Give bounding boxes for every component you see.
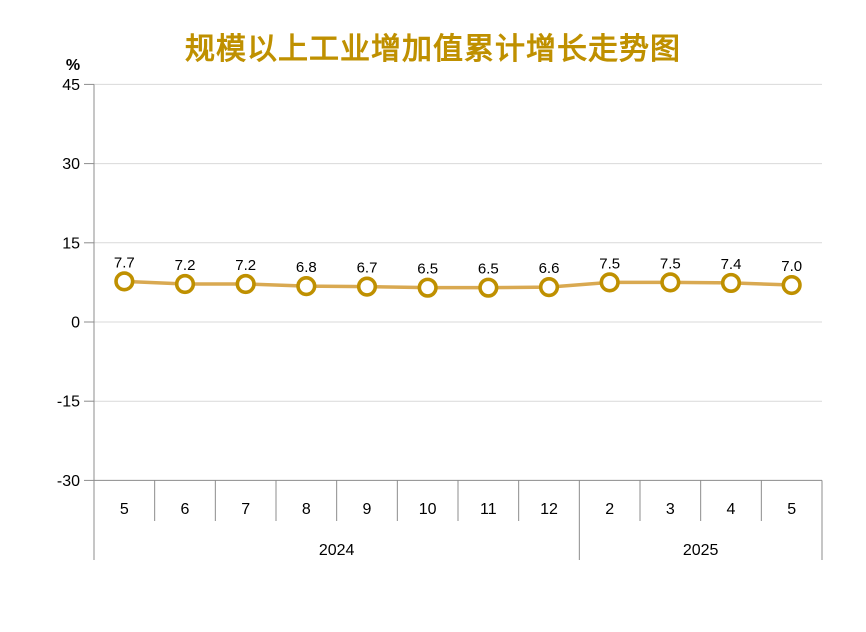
data-point-label: 7.5	[660, 255, 681, 272]
data-point-marker	[720, 272, 742, 294]
data-point-marker	[660, 272, 681, 293]
data-point-label: 6.5	[417, 261, 438, 278]
y-tick-label: -30	[57, 473, 80, 490]
data-point-marker	[599, 272, 620, 293]
data-point-label: 7.5	[599, 255, 620, 272]
data-point-marker	[478, 277, 499, 298]
month-label: 10	[419, 501, 437, 518]
data-point-label: 7.2	[175, 257, 196, 274]
data-point-marker	[114, 271, 135, 292]
y-tick-label: -15	[57, 394, 80, 411]
data-point-marker	[235, 273, 256, 295]
data-point-label: 7.4	[721, 256, 742, 273]
data-point-marker	[174, 273, 196, 295]
month-label: 6	[181, 501, 190, 518]
data-point-label: 6.5	[478, 261, 499, 278]
month-label: 3	[666, 501, 675, 518]
data-point-label: 6.7	[357, 260, 378, 277]
month-label: 8	[302, 501, 311, 518]
month-label: 12	[540, 501, 558, 518]
data-point-marker	[781, 274, 802, 296]
y-tick-label: 45	[62, 77, 80, 94]
data-point-label: 7.2	[235, 257, 256, 274]
year-label: 2024	[319, 542, 355, 559]
month-label: 7	[241, 501, 250, 518]
data-point-label: 7.7	[114, 254, 135, 271]
data-point-label: 6.8	[296, 259, 317, 276]
y-tick-label: 0	[71, 315, 80, 332]
year-label: 2025	[683, 542, 719, 559]
month-label: 5	[120, 501, 129, 518]
data-point-label: 7.0	[781, 258, 802, 275]
y-axis-unit-label: %	[65, 57, 81, 74]
month-label: 4	[727, 501, 736, 518]
data-point-marker	[417, 277, 438, 298]
month-label: 9	[363, 501, 372, 518]
y-tick-label: 30	[62, 156, 80, 173]
data-point-label: 6.6	[539, 260, 560, 277]
series-line	[122, 279, 794, 290]
data-point-marker	[296, 275, 317, 297]
y-tick-label: 15	[62, 235, 80, 252]
month-label: 11	[480, 501, 497, 518]
chart-title: 规模以上工业增加值累计增长走势图	[185, 33, 681, 66]
month-label: 5	[787, 501, 796, 518]
data-point-marker	[356, 276, 378, 297]
data-point-marker	[538, 277, 560, 298]
month-label: 2	[605, 501, 614, 518]
